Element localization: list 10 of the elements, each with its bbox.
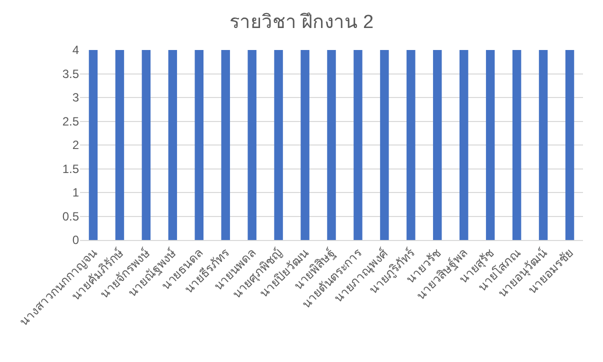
y-tick-label: 3 — [72, 90, 80, 105]
y-tick-label: 4 — [72, 43, 80, 58]
y-tick-label: 3.5 — [62, 66, 80, 81]
chart-title: รายวิชา ฝึกงาน 2 — [229, 12, 374, 33]
y-tick-label: 1 — [72, 186, 80, 200]
y-tick-label: 1.5 — [62, 162, 80, 176]
y-tick-label: 0 — [72, 233, 80, 248]
y-tick-label: 2.5 — [62, 114, 80, 128]
y-tick-label: 2 — [72, 138, 80, 152]
y-tick-label: 0.5 — [62, 209, 80, 224]
